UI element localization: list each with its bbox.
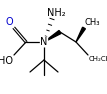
Text: HO: HO — [0, 56, 13, 66]
Text: NH₂: NH₂ — [47, 8, 65, 18]
Text: CH₂CH₃: CH₂CH₃ — [89, 56, 107, 62]
Polygon shape — [44, 30, 61, 42]
Text: O: O — [5, 17, 13, 27]
Polygon shape — [76, 27, 85, 42]
Text: CH₃: CH₃ — [85, 18, 100, 27]
Text: N: N — [40, 37, 48, 47]
